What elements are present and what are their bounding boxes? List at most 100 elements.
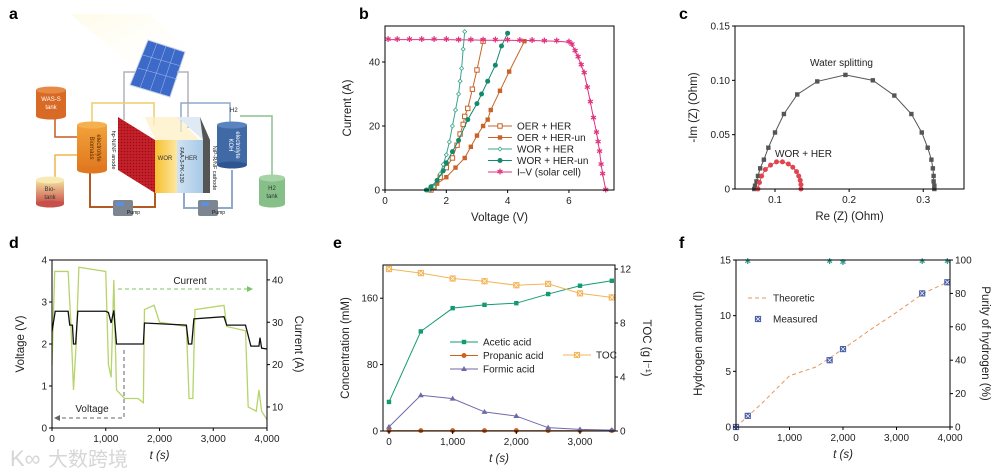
annotation-current: Current xyxy=(173,276,207,287)
biomass-label: Biomass xyxy=(88,136,94,159)
data-point: ✱ xyxy=(587,98,594,107)
her-label: HER xyxy=(185,156,198,162)
data-point xyxy=(785,161,791,167)
legend-marker xyxy=(461,353,467,358)
h2-outlet-label: H2 xyxy=(230,108,238,114)
legend-label: WOR + HER xyxy=(517,145,574,156)
watermark-text: 大数跨境 xyxy=(48,448,128,471)
wor-chamber xyxy=(155,140,177,193)
series-wor-her-un xyxy=(423,30,511,193)
data-point xyxy=(456,91,462,97)
data-point xyxy=(456,137,462,143)
series-line xyxy=(51,266,268,421)
x-tick-label: 1,000 xyxy=(440,437,465,448)
data-point: ✱ xyxy=(744,257,751,266)
legend-marker xyxy=(497,135,503,140)
series-line xyxy=(51,310,268,350)
y-axis-label: Voltage (V) xyxy=(15,315,27,372)
y-tick-label: 0.15 xyxy=(711,22,731,33)
data-point xyxy=(474,67,480,73)
cathode-label: NiP-R/NF cathode xyxy=(211,146,217,191)
y2-tick-label: 20 xyxy=(955,389,967,400)
was-s-tank-icon: WAS-S tank xyxy=(36,86,66,120)
data-point xyxy=(768,162,774,168)
koh-label-2: electrolyte xyxy=(234,131,240,159)
x-tick-label: 1,000 xyxy=(93,434,118,445)
legend-item: OER + HER-un xyxy=(488,133,586,144)
x-axis-label: Voltage (V) xyxy=(471,212,528,224)
data-point: ✱ xyxy=(590,114,597,123)
data-point xyxy=(761,157,767,162)
data-point xyxy=(428,184,434,190)
data-point-cross xyxy=(577,291,583,296)
series-line xyxy=(388,280,612,403)
y-tick-label: 0 xyxy=(724,185,730,196)
data-point xyxy=(843,72,848,78)
data-point xyxy=(469,86,476,92)
data-point xyxy=(457,78,463,84)
koh-label: KOH xyxy=(227,138,233,151)
data-point xyxy=(870,78,876,83)
data-point: ✱ xyxy=(553,37,560,46)
x-tick-label: 4,000 xyxy=(937,433,962,444)
legend-item: WOR + HER xyxy=(488,145,574,156)
anode-label: hp-Ni/NF anode xyxy=(110,131,116,170)
legend-marker xyxy=(461,366,467,371)
data-point xyxy=(754,179,759,184)
data-point: ✱ xyxy=(595,138,602,147)
x-axis-label: t (s) xyxy=(150,450,170,462)
legend-item: Measured xyxy=(754,315,817,326)
legend-label: OER + HER-un xyxy=(517,133,586,144)
y-tick-label: 160 xyxy=(361,294,378,305)
x-tick-label: 0.1 xyxy=(768,195,782,206)
data-point xyxy=(449,155,456,161)
data-point xyxy=(798,182,804,188)
data-point xyxy=(444,175,449,180)
chart-c: 0.1 0.2 0.3 0 0.05 0.10 0.15 Re (Z) (Ohm) -Im (Z… xyxy=(688,22,965,223)
bio-tank-icon: Bio- tank xyxy=(36,176,64,208)
annotation-label: Water splitting xyxy=(810,58,873,69)
data-point: ✱ xyxy=(455,35,462,44)
y2-axis-label: Purity of hydrogen (%) xyxy=(979,286,991,401)
data-point-cross xyxy=(418,270,424,276)
data-point xyxy=(474,101,480,107)
data-point: ✱ xyxy=(529,36,536,45)
data-point xyxy=(492,62,498,68)
series-acetic-acid xyxy=(386,278,615,405)
data-point xyxy=(434,177,440,183)
data-point xyxy=(462,29,468,35)
y-tick-label: 1 xyxy=(41,382,47,393)
watermark: K∞ xyxy=(10,446,40,471)
data-point xyxy=(450,305,455,311)
y2-tick-label: 10 xyxy=(272,402,284,413)
data-point xyxy=(756,179,762,185)
y2-tick-label: 80 xyxy=(955,289,967,300)
pump-label: Pump xyxy=(212,210,225,216)
data-point xyxy=(418,329,424,334)
data-point xyxy=(417,392,424,398)
series-i-v-solar-cell-: ✱ ✱ ✱ ✱ ✱ ✱ ✱ ✱ ✱ ✱ ✱ ✱ ✱ ✱ ✱ ✱✱✱✱✱✱✱✱✱✱✱✱✱✱✱ xyxy=(385,35,610,194)
pump-icon: Pump xyxy=(113,200,140,216)
series-water-splitting xyxy=(752,72,937,192)
data-point xyxy=(453,165,458,170)
data-point xyxy=(609,278,615,283)
y2-tick-label: 12 xyxy=(620,265,632,276)
data-point xyxy=(460,46,466,52)
data-point xyxy=(488,107,493,113)
x-tick-label: 3,000 xyxy=(884,433,909,444)
data-point xyxy=(498,43,504,49)
data-point xyxy=(925,145,930,150)
data-point: ✱ xyxy=(919,257,926,266)
x-tick-label: 0 xyxy=(386,437,392,448)
data-point-cross xyxy=(919,291,925,296)
data-point xyxy=(449,395,456,401)
data-point: ✱ xyxy=(599,170,606,179)
y2-tick-label: 40 xyxy=(272,275,284,286)
data-point: ✱ xyxy=(385,35,392,44)
data-point xyxy=(797,177,803,183)
data-point: ✱ xyxy=(504,36,511,45)
data-point xyxy=(757,166,763,171)
data-point-cross xyxy=(827,357,832,363)
data-point xyxy=(815,79,820,84)
x-tick-label: 3,000 xyxy=(567,437,592,448)
